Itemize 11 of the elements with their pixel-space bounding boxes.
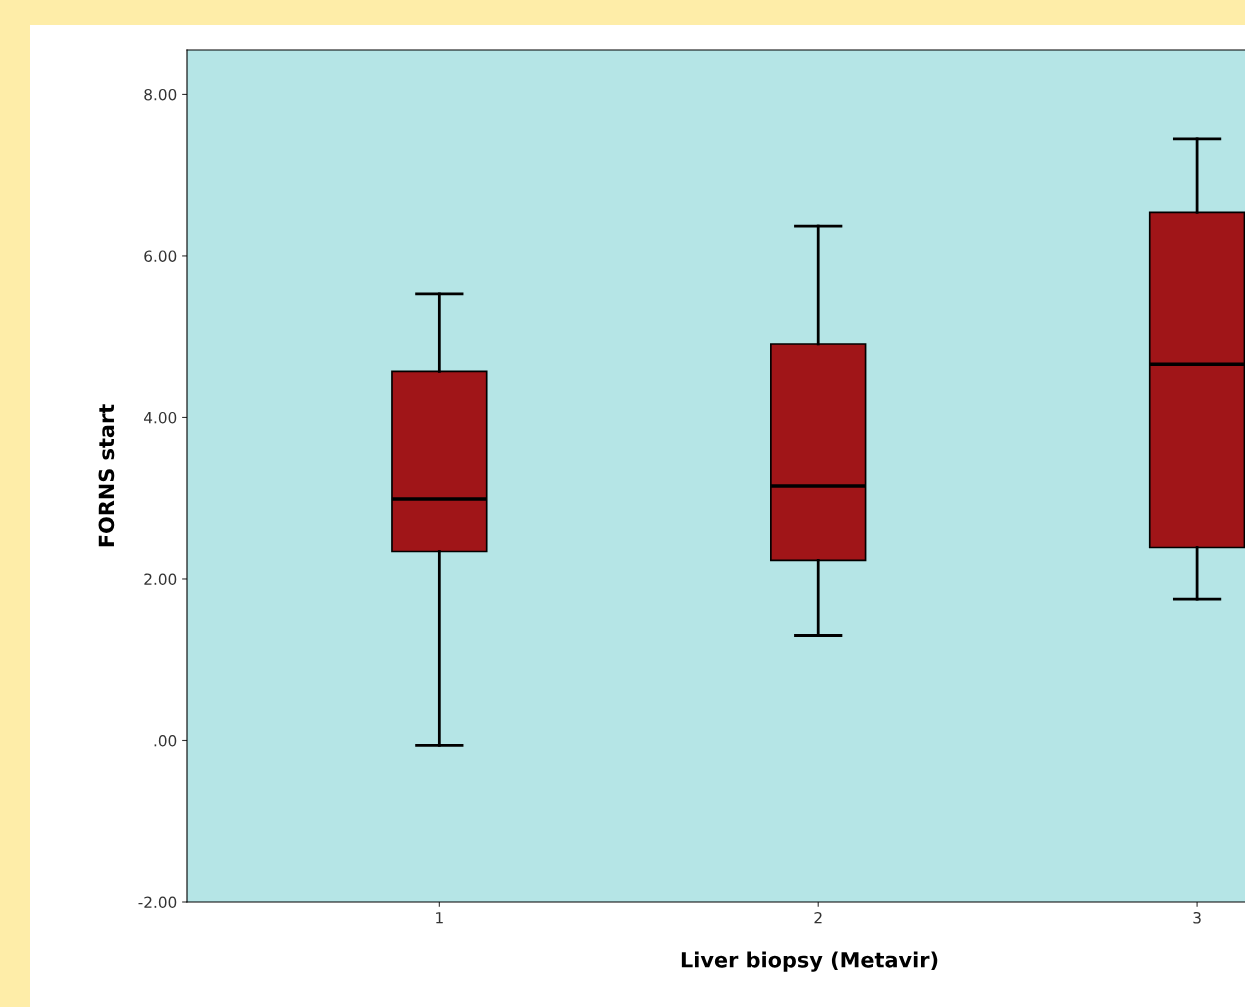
y-tick-label: 8.00 [144, 88, 177, 101]
y-tick-label: 2.00 [144, 573, 177, 585]
x-tick-label: 1 [436, 912, 443, 924]
x-tick-label: 2 [814, 911, 822, 924]
y-tick-label: 6.00 [144, 250, 177, 262]
x-tick-label: 3 [1193, 911, 1201, 924]
y-tick-label: -2.00 [138, 896, 177, 909]
y-tick-label: .00 [154, 734, 177, 747]
y-tick-label: 4.00 [144, 411, 177, 424]
x-axis-title: Liver biopsy (Metavir) [681, 951, 938, 972]
y-axis-title: FORNS start [98, 404, 115, 547]
